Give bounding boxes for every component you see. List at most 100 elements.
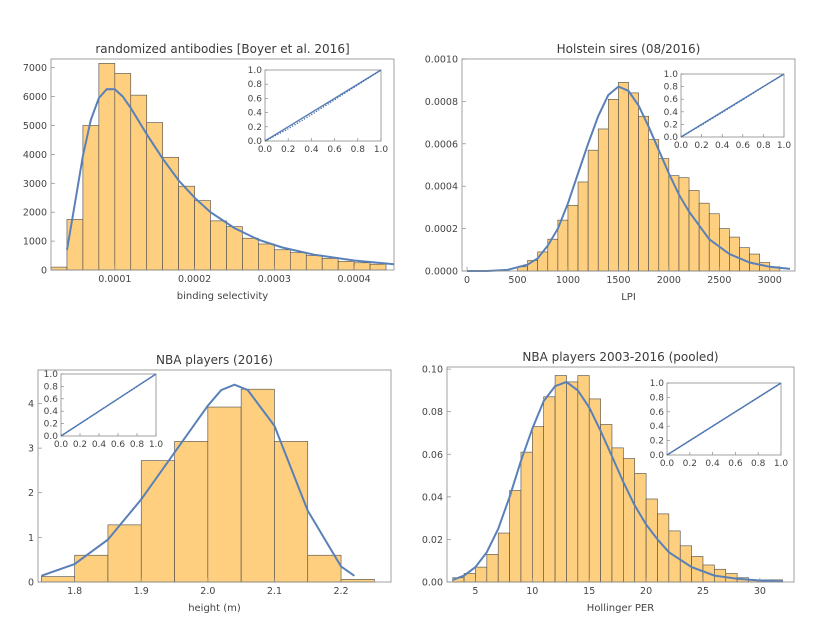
y-tick-label: 0.0000 (425, 267, 458, 278)
x-tick-label: 2.1 (267, 586, 282, 597)
x-tick-label: 3000 (758, 275, 782, 286)
x-tick-label: 500 (508, 275, 526, 286)
histogram-bar (337, 261, 355, 271)
inset-y-tick-label: 1.0 (664, 70, 679, 80)
y-tick-label: 0.0010 (425, 55, 458, 66)
inset-x-tick-label: 0.0 (54, 440, 69, 450)
x-axis-label: Hollinger PER (587, 603, 654, 614)
y-tick-label: 0.00 (422, 578, 443, 589)
inset-x-tick-label: 0.6 (327, 145, 342, 155)
x-tick-label: 25 (697, 586, 709, 597)
plot-frame (50, 58, 395, 271)
fit-curve (452, 380, 783, 583)
y-tick-label: 0.06 (422, 450, 443, 461)
inset-x-tick-label: 0.2 (683, 459, 697, 469)
histogram-bar (41, 576, 75, 583)
x-tick-label: 10 (526, 586, 538, 597)
histogram-bar (178, 185, 195, 271)
x-tick-label: 0 (464, 275, 470, 286)
x-tick-label: 15 (583, 586, 595, 597)
inset-qq-dots (60, 373, 157, 437)
y-tick-label: 5000 (23, 121, 47, 132)
histogram-bar (307, 554, 342, 583)
chart-title: NBA players 2003-2016 (pooled) (522, 350, 718, 364)
inset-y-tick-label: 0.6 (650, 408, 665, 418)
inset-qq-dots (264, 69, 382, 142)
histogram-bar (566, 381, 579, 583)
histogram-bar (634, 473, 647, 583)
histogram-bar (353, 262, 371, 271)
histogram-bar (290, 252, 307, 271)
inset-y-tick-label: 0.8 (650, 393, 665, 403)
y-tick-label: 0.0002 (425, 224, 458, 235)
y-tick-label: 6000 (23, 92, 47, 103)
inset-y-tick-label: 1.0 (248, 66, 263, 76)
histogram-bars (41, 388, 375, 583)
histogram-bar (240, 388, 275, 583)
inset-y-tick-label: 0.6 (664, 95, 679, 105)
x-tick-label: 1000 (556, 275, 580, 286)
inset-x-tick-label: 0.0 (660, 459, 675, 469)
x-tick-label: 2.2 (333, 586, 348, 597)
plot-frame (446, 366, 795, 583)
inset-qq-dots (680, 73, 785, 138)
histogram-bar (577, 181, 589, 272)
y-tick-label: 0.10 (422, 365, 443, 376)
inset-x-tick-label: 1.0 (777, 141, 792, 151)
y-tick-label: 0.08 (422, 407, 443, 418)
inset-qq-plot: 0.0 0.2 0.4 0.6 0.8 1.0 0.0 0.2 0.4 0.6 0.8 1.0 (664, 70, 792, 151)
x-tick-label: 20 (640, 586, 652, 597)
inset-y-tick-label: 0.8 (664, 83, 679, 93)
inset-x-tick-label: 0.2 (281, 145, 295, 155)
histogram-bar (608, 98, 619, 272)
y-tick-label: 1 (28, 533, 34, 544)
y-tick-label: 7000 (23, 63, 47, 74)
y-tick-label: 2 (28, 488, 34, 499)
inset-y-tick-label: 0.2 (248, 123, 262, 133)
inset-y-tick-label: 0.0 (650, 451, 665, 461)
plot-frame (37, 369, 392, 583)
histogram-bar (587, 149, 599, 272)
y-tick-label: 0 (28, 578, 34, 589)
chart-panel-2: Holstein sires (08/2016) 0 500 1000 1500 2000… (425, 42, 796, 303)
y-tick-label: 0 (41, 266, 47, 277)
histogram-bar (628, 92, 639, 272)
histogram-bar (475, 566, 488, 583)
histogram-bar (567, 204, 579, 272)
inset-x-tick-label: 1.0 (774, 459, 789, 469)
x-tick-label: 30 (754, 586, 766, 597)
histogram-bar (597, 128, 609, 272)
inset-x-tick-label: 1.0 (374, 145, 389, 155)
x-tick-label: 1.8 (67, 586, 82, 597)
y-tick-label: 4 (28, 399, 34, 410)
histogram-bar (520, 451, 533, 583)
y-tick-label: 1000 (23, 237, 47, 248)
y-tick-label: 3 (28, 444, 34, 455)
histogram-bar (66, 219, 84, 271)
histogram-bar (645, 498, 658, 583)
inset-x-tick-label: 0.2 (73, 440, 87, 450)
y-tick-label: 0.04 (422, 492, 443, 503)
histogram-bar (557, 219, 569, 272)
x-tick-label: 0.0003 (258, 274, 291, 285)
inset-y-tick-label: 0.6 (44, 395, 59, 405)
inset-x-tick-label: 0.8 (351, 145, 366, 155)
fit-curve (40, 383, 355, 577)
inset-y-tick-label: 0.4 (248, 109, 263, 119)
inset-y-tick-label: 0.2 (650, 437, 664, 447)
histogram-bar (623, 458, 636, 583)
inset-y-tick-label: 0.2 (44, 420, 58, 430)
x-axis-label: height (m) (188, 603, 241, 614)
histogram-bar (600, 424, 613, 583)
chart-title: Holstein sires (08/2016) (557, 42, 701, 56)
histogram-bar (174, 441, 209, 583)
inset-qq-plot: 0.0 0.2 0.4 0.6 0.8 1.0 0.0 0.2 0.4 0.6 0.8 1.0 (650, 379, 789, 469)
inset-y-tick-label: 1.0 (44, 370, 59, 380)
y-tick-label: 2000 (23, 208, 47, 219)
histogram-bar (50, 266, 68, 271)
inset-y-tick-label: 0.4 (44, 407, 59, 417)
x-axis-label: binding selectivity (177, 291, 269, 302)
histogram-bar (340, 579, 375, 583)
x-tick-label: 5 (472, 586, 478, 597)
inset-qq-plot: 0.0 0.2 0.4 0.6 0.8 1.0 0.0 0.2 0.4 0.6 0.8 1.0 (248, 66, 389, 155)
